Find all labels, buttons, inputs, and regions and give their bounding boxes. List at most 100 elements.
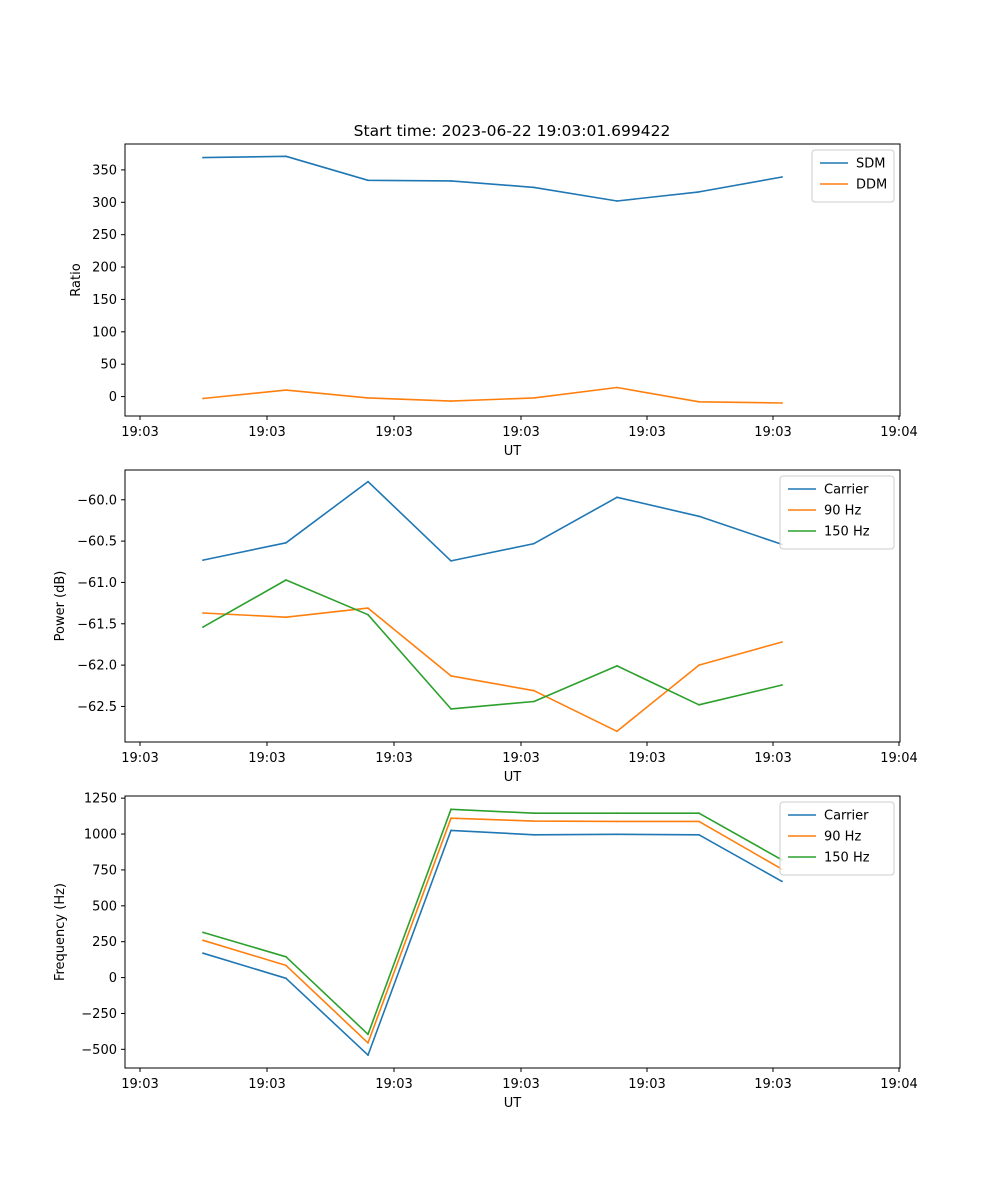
x-tick-label: 19:04 xyxy=(880,1077,917,1092)
data-point-90-hz xyxy=(202,612,204,614)
legend-label-carrier: Carrier xyxy=(824,809,869,824)
x-tick-label: 19:03 xyxy=(502,425,539,440)
y-tick-label: −62.5 xyxy=(77,700,117,715)
x-tick-label: 19:03 xyxy=(375,425,412,440)
data-point-carrier xyxy=(616,833,618,836)
data-point-150-hz xyxy=(616,812,618,815)
y-tick-label: 1000 xyxy=(84,828,117,843)
y-tick-label: −61.0 xyxy=(77,576,117,591)
data-point-90-hz xyxy=(781,641,783,643)
series-line-90-hz xyxy=(202,607,783,733)
data-point-ddm xyxy=(450,400,452,402)
x-tick-label: 19:04 xyxy=(880,751,917,766)
data-point-150-hz xyxy=(285,955,287,958)
y-tick-label: 1250 xyxy=(84,792,117,807)
x-tick-label: 19:03 xyxy=(502,1077,539,1092)
data-point-90-hz xyxy=(698,664,700,666)
data-point-150-hz xyxy=(202,931,204,934)
data-point-150-hz xyxy=(533,700,535,703)
data-point-sdm xyxy=(285,155,287,158)
data-point-ddm xyxy=(781,402,783,404)
data-point-90-hz xyxy=(533,689,535,692)
data-point-sdm xyxy=(367,179,369,182)
data-point-90-hz xyxy=(616,820,618,823)
data-point-90-hz xyxy=(698,820,700,823)
data-point-90-hz xyxy=(533,820,535,822)
y-tick-label: −60.5 xyxy=(77,535,117,550)
chart-panel-3: 19:03 19:03 19:03 19:03 19:03 19:03 19:04 UT −50… xyxy=(53,792,918,1111)
series-line-150-hz xyxy=(202,808,783,1036)
data-point-ddm xyxy=(285,389,287,391)
x-tick-label: 19:03 xyxy=(375,751,412,766)
x-tick-label: 19:03 xyxy=(628,751,665,766)
legend-label-90-hz: 90 Hz xyxy=(824,504,861,519)
legend-label-ddm: DDM xyxy=(856,178,887,193)
legend: Carrier 90 Hz 150 Hz xyxy=(779,801,895,876)
x-tick-label: 19:03 xyxy=(248,751,285,766)
y-tick-label: 100 xyxy=(92,325,117,340)
y-tick-label: 250 xyxy=(92,935,117,950)
plot-frame xyxy=(124,469,901,743)
x-tick-label: 19:03 xyxy=(121,425,158,440)
y-tick-label: 250 xyxy=(92,228,117,243)
y-tick-label: 500 xyxy=(92,899,117,914)
data-point-sdm xyxy=(781,176,783,178)
data-point-150-hz xyxy=(367,1033,369,1036)
data-point-150-hz xyxy=(450,808,452,811)
data-point-carrier xyxy=(450,829,452,832)
x-tick-label: 19:03 xyxy=(754,425,791,440)
data-point-ddm xyxy=(202,397,204,400)
legend: Carrier 90 Hz 150 Hz xyxy=(779,475,895,550)
x-axis-label: UT xyxy=(504,1096,522,1111)
data-point-90-hz xyxy=(367,1042,369,1044)
y-tick-label: 150 xyxy=(92,293,117,308)
data-point-carrier xyxy=(367,1054,369,1056)
x-axis-label: UT xyxy=(504,444,522,459)
y-axis-label: Power (dB) xyxy=(53,571,68,642)
x-tick-label: 19:03 xyxy=(121,1077,158,1092)
data-point-carrier xyxy=(285,977,287,980)
series-line-carrier xyxy=(202,829,783,1056)
x-tick-label: 19:03 xyxy=(628,1077,665,1092)
data-point-150-hz xyxy=(367,613,369,616)
y-tick-label: −500 xyxy=(81,1043,117,1058)
data-point-150-hz xyxy=(285,579,287,581)
data-point-ddm xyxy=(616,386,618,389)
x-tick-label: 19:03 xyxy=(754,751,791,766)
data-point-ddm xyxy=(367,397,369,399)
series-line-150-hz xyxy=(202,579,783,710)
data-point-90-hz xyxy=(202,939,204,942)
y-tick-label: 750 xyxy=(92,863,117,878)
y-tick-label: −250 xyxy=(81,1007,117,1022)
legend-label-150-hz: 150 Hz xyxy=(824,851,870,866)
data-point-carrier xyxy=(285,541,287,544)
x-axis-label: UT xyxy=(504,770,522,785)
data-point-sdm xyxy=(202,156,204,159)
x-tick-label: 19:04 xyxy=(880,425,917,440)
y-axis-label: Frequency (Hz) xyxy=(53,883,68,981)
legend-label-sdm: SDM xyxy=(856,157,885,172)
data-point-90-hz xyxy=(285,616,287,619)
legend-label-carrier: Carrier xyxy=(824,483,869,498)
data-point-carrier xyxy=(616,496,618,499)
y-tick-label: 0 xyxy=(109,971,117,986)
chart-title: Start time: 2023-06-22 19:03:01.699422 xyxy=(354,122,671,140)
data-point-90-hz xyxy=(450,675,452,677)
x-tick-label: 19:03 xyxy=(248,1077,285,1092)
data-point-sdm xyxy=(450,180,452,182)
data-point-150-hz xyxy=(698,703,700,706)
data-point-150-hz xyxy=(616,665,618,667)
data-point-carrier xyxy=(202,952,204,955)
data-point-carrier xyxy=(533,833,535,836)
plot-frame xyxy=(124,795,901,1069)
data-point-ddm xyxy=(533,397,535,399)
data-point-150-hz xyxy=(781,684,783,686)
y-axis-label: Ratio xyxy=(69,263,84,296)
data-point-90-hz xyxy=(367,607,369,609)
y-tick-label: 350 xyxy=(92,163,117,178)
x-tick-label: 19:03 xyxy=(754,1077,791,1092)
y-tick-label: 50 xyxy=(100,358,117,373)
y-tick-label: 300 xyxy=(92,196,117,211)
x-tick-label: 19:03 xyxy=(502,751,539,766)
x-tick-label: 19:03 xyxy=(121,751,158,766)
